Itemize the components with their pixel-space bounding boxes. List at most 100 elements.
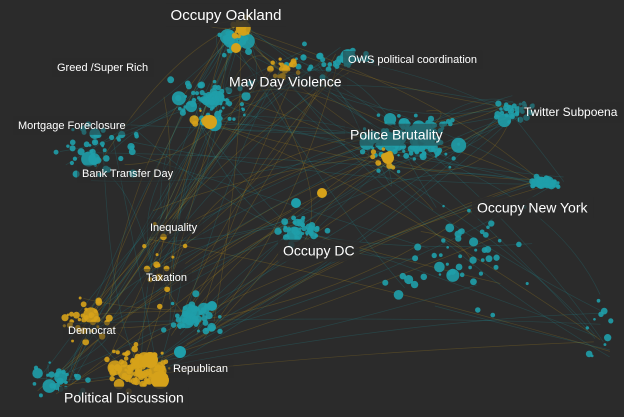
node — [245, 48, 253, 56]
node — [457, 142, 461, 146]
node — [478, 271, 484, 276]
node — [593, 317, 596, 321]
node — [446, 268, 460, 282]
edge — [191, 90, 287, 239]
topic-label: Occupy DC — [283, 243, 355, 259]
node — [585, 350, 593, 358]
node — [114, 364, 122, 372]
node — [530, 103, 535, 108]
node — [153, 222, 157, 226]
node — [308, 229, 314, 236]
topic-label: May Day Violence — [229, 74, 342, 90]
node — [203, 115, 217, 129]
node — [209, 99, 216, 106]
topic-label: Twitter Subpoena — [524, 105, 618, 119]
edge — [108, 25, 244, 311]
node — [156, 303, 163, 310]
node — [32, 367, 43, 379]
node — [278, 57, 282, 61]
edge — [100, 169, 156, 283]
node — [596, 298, 601, 303]
node — [203, 92, 208, 97]
node — [518, 102, 522, 106]
node — [231, 43, 241, 53]
node — [418, 126, 425, 134]
edge — [393, 110, 515, 171]
node — [458, 254, 463, 259]
node — [603, 333, 612, 342]
edge — [242, 23, 596, 339]
node — [384, 121, 388, 125]
topic-label-group: Police Brutality — [345, 123, 448, 146]
edge — [84, 32, 230, 324]
topic-label: OWS political coordination — [348, 54, 477, 66]
node — [427, 145, 435, 153]
node — [362, 54, 370, 63]
node — [61, 369, 66, 375]
node — [202, 327, 210, 335]
node — [448, 165, 452, 169]
node — [202, 314, 205, 317]
node — [301, 232, 305, 235]
edge — [179, 115, 512, 335]
node — [241, 91, 251, 101]
node — [270, 60, 275, 65]
node — [538, 177, 543, 182]
node — [608, 318, 614, 324]
edge — [381, 164, 595, 335]
node — [438, 253, 443, 257]
node — [181, 317, 188, 324]
node — [299, 227, 302, 230]
node — [529, 178, 536, 185]
node — [499, 107, 503, 111]
node — [128, 169, 137, 178]
edge — [83, 160, 372, 335]
node — [108, 134, 115, 141]
node — [386, 162, 393, 169]
edge — [300, 232, 533, 247]
node — [153, 367, 158, 372]
node — [441, 238, 446, 243]
node — [243, 35, 249, 42]
node — [281, 67, 289, 74]
labels: Occupy Oakland Greed /Super Rich OWS polit… — [13, 3, 623, 409]
node — [299, 222, 306, 228]
node — [301, 215, 306, 220]
node — [72, 156, 78, 161]
edge — [378, 167, 392, 177]
node — [347, 60, 353, 66]
node — [182, 305, 188, 311]
edge — [99, 234, 304, 328]
node — [66, 322, 73, 329]
node — [289, 60, 297, 68]
node — [397, 154, 400, 157]
node — [175, 94, 182, 102]
node — [421, 130, 437, 146]
edge — [71, 71, 334, 384]
node — [194, 91, 200, 96]
node — [445, 262, 449, 266]
node — [310, 226, 314, 231]
edge — [386, 98, 521, 162]
node — [376, 113, 381, 117]
edge — [131, 96, 171, 362]
edge — [249, 30, 546, 186]
node — [603, 343, 607, 347]
edge — [94, 152, 545, 182]
node — [525, 281, 529, 286]
node — [246, 31, 250, 35]
node — [207, 301, 217, 311]
edge — [232, 41, 405, 289]
edge — [181, 68, 281, 330]
node — [177, 106, 182, 111]
node — [139, 380, 146, 388]
node — [128, 148, 136, 156]
node — [399, 272, 407, 280]
node — [115, 350, 120, 355]
node — [160, 364, 166, 370]
edge — [86, 72, 349, 319]
node — [485, 255, 493, 263]
node — [181, 310, 189, 318]
edge — [196, 230, 290, 332]
topic-label: Taxation — [146, 272, 187, 284]
